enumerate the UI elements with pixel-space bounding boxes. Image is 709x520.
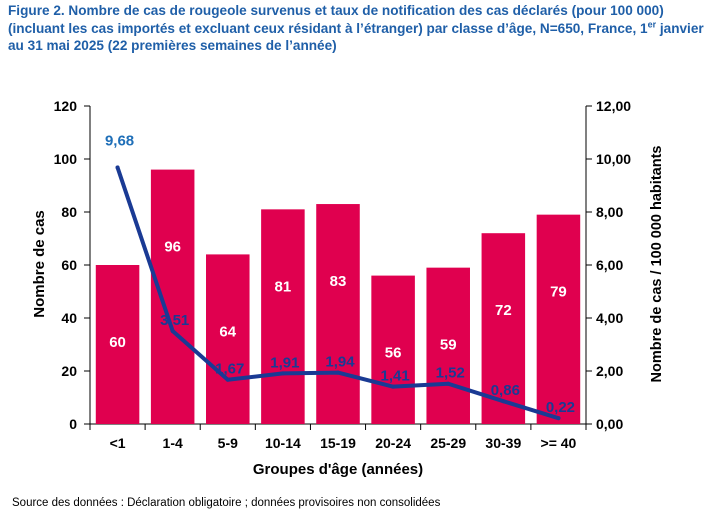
- y-left-tick-label: 40: [61, 310, 77, 326]
- y-axis-right-title: Nombre de cas / 100 000 habitants: [649, 146, 665, 383]
- bar-value-label: 81: [275, 278, 292, 295]
- bar-value-label: 72: [495, 302, 512, 319]
- bar: [481, 233, 526, 424]
- y-axis-left-title: Nombre de cas: [31, 210, 48, 318]
- rate-value-label: 1,41: [381, 368, 410, 385]
- x-tick-label: >= 40: [541, 435, 577, 451]
- bar-value-label: 64: [219, 323, 236, 340]
- y-left-tick-label: 0: [69, 416, 77, 432]
- rate-point: [170, 328, 175, 333]
- bar-value-label: 96: [164, 239, 181, 256]
- bar: [261, 209, 305, 424]
- y-right-tick-label: 8,00: [596, 204, 623, 220]
- y-right-tick-label: 12,00: [596, 98, 631, 114]
- x-tick-label: 10-14: [265, 435, 301, 451]
- rate-point: [446, 381, 451, 386]
- bars-series: [95, 169, 581, 424]
- bar-value-label: 60: [109, 334, 126, 351]
- x-tick-label: 15-19: [320, 435, 356, 451]
- y-right-tick-label: 10,00: [596, 151, 631, 167]
- rate-value-label: 1,52: [436, 365, 465, 382]
- figure-title: Figure 2. Nombre de cas de rougeole surv…: [8, 2, 708, 55]
- bar: [206, 254, 250, 424]
- y-right-tick-label: 4,00: [596, 310, 623, 326]
- rate-value-label: 0,22: [546, 399, 575, 416]
- rate-point: [115, 165, 120, 170]
- x-tick-label: 25-29: [430, 435, 466, 451]
- data-source-note: Source des données : Déclaration obligat…: [12, 497, 441, 509]
- bar-value-label: 59: [440, 337, 457, 354]
- rate-point: [391, 384, 396, 389]
- rate-point: [336, 370, 340, 375]
- rate-value-label: 1,67: [215, 361, 244, 378]
- bar: [316, 204, 360, 424]
- bar-value-label: 79: [550, 284, 567, 301]
- x-axis: <1 1-4 5-9 10-14 15-19 20-24 25-29 30-39 >= 40: [89, 423, 587, 451]
- y-axis-left: 0 20 40 60 80 100 120: [54, 98, 91, 432]
- y-right-tick-label: 6,00: [596, 257, 623, 273]
- x-axis-title: Groupes d'âge (années): [253, 461, 423, 478]
- x-tick-label: 5-9: [218, 435, 238, 451]
- bar-value-label: 83: [330, 273, 347, 290]
- rate-value-label: 9,68: [105, 132, 134, 149]
- bar-value-label: 56: [385, 345, 402, 362]
- y-right-tick-label: 0,00: [596, 416, 623, 432]
- rate-value-label: 0,86: [491, 382, 520, 399]
- x-tick-label: 30-39: [485, 435, 521, 451]
- y-axis-right: 0,00 2,00 4,00 6,00 8,00 10,00 12,00: [585, 98, 631, 432]
- title-text-1: Figure 2. Nombre de cas de rougeole surv…: [8, 3, 664, 36]
- rate-value-label: 1,91: [270, 354, 299, 371]
- bar: [426, 267, 470, 424]
- bar: [95, 265, 140, 424]
- rate-line-series: [115, 165, 561, 421]
- rate-point: [280, 371, 285, 376]
- bar-labels: 60 96 64 81 83 56 59 72 79: [109, 239, 567, 362]
- y-left-tick-label: 20: [61, 363, 77, 379]
- bar: [536, 214, 581, 424]
- title-text-2: janvier au 31 mai 2025 (22 premières sem…: [8, 20, 704, 54]
- bar: [150, 169, 195, 424]
- rate-line-labels: 9,68 3,51 1,67 1,91 1,94 1,41 1,52 0,86 0,22: [105, 132, 575, 416]
- measles-chart: 0 20 40 60 80 100 120 0,00 2,00 4,00 6,00 8,00 10,0…: [31, 98, 665, 478]
- y-left-tick-label: 60: [61, 257, 77, 273]
- y-left-tick-label: 100: [54, 151, 78, 167]
- rate-value-label: 3,51: [160, 312, 189, 329]
- y-right-tick-label: 2,00: [596, 363, 623, 379]
- x-tick-label: 1-4: [163, 435, 183, 451]
- title-superscript: er: [647, 18, 657, 29]
- x-tick-label: 20-24: [375, 435, 411, 451]
- rate-value-label: 1,94: [325, 354, 355, 371]
- bar: [371, 275, 415, 424]
- rate-point: [556, 416, 561, 421]
- x-tick-label: <1: [110, 435, 126, 451]
- y-left-tick-label: 80: [61, 204, 77, 220]
- y-left-tick-label: 120: [54, 98, 78, 114]
- rate-point: [501, 399, 506, 404]
- rate-point: [225, 377, 230, 382]
